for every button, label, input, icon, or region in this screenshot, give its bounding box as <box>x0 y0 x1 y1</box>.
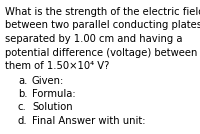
Text: What is the strength of the electric field: What is the strength of the electric fie… <box>5 7 200 17</box>
Text: separated by 1.00 cm and having a: separated by 1.00 cm and having a <box>5 34 182 44</box>
Text: c.: c. <box>18 103 27 113</box>
Text: Formula:: Formula: <box>32 89 76 99</box>
Text: potential difference (voltage) between: potential difference (voltage) between <box>5 47 197 57</box>
Text: between two parallel conducting plates: between two parallel conducting plates <box>5 21 200 31</box>
Text: them of 1.50×10⁴ V?: them of 1.50×10⁴ V? <box>5 61 109 71</box>
Text: b.: b. <box>18 89 28 99</box>
Text: Final Answer with unit:: Final Answer with unit: <box>32 116 146 126</box>
Text: a.: a. <box>18 75 27 85</box>
Text: Given:: Given: <box>32 75 64 85</box>
Text: d.: d. <box>18 116 28 126</box>
Text: Solution: Solution <box>32 103 73 113</box>
